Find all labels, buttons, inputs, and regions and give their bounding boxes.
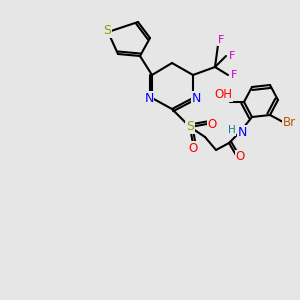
Text: F: F [231,70,237,80]
Text: S: S [103,25,111,38]
Text: O: O [236,151,244,164]
Text: O: O [188,142,198,154]
Text: S: S [186,121,194,134]
Text: F: F [218,35,224,45]
Text: N: N [191,92,201,104]
Text: F: F [229,51,235,61]
Text: Br: Br [282,116,296,128]
Text: N: N [144,92,154,104]
Text: N: N [237,125,247,139]
Text: OH: OH [214,88,232,101]
Text: O: O [207,118,217,130]
Text: H: H [228,125,236,135]
